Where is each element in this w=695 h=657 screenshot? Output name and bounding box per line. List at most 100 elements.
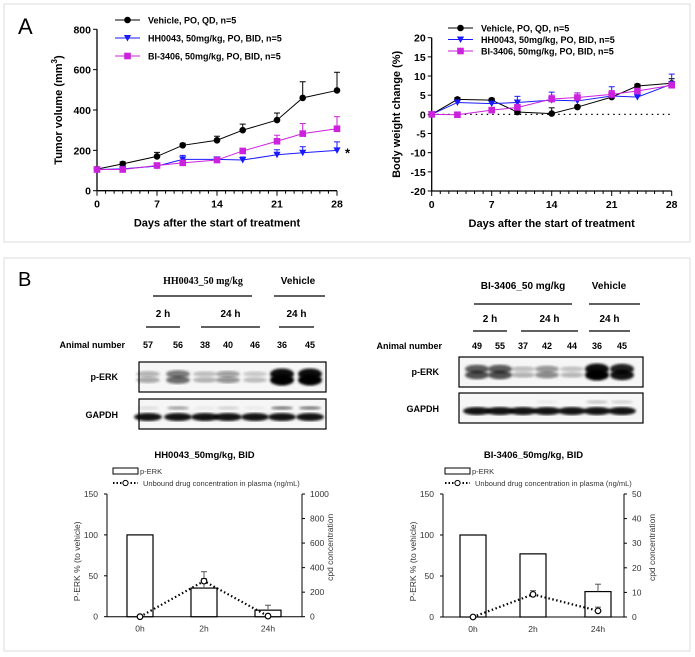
marker-square — [93, 166, 101, 173]
series-0: Vehicle, PO, QD, n=5 — [93, 16, 341, 173]
legend-label: HH0043, 50mg/kg, PO, BID, n=5 — [481, 35, 615, 45]
significance-annotation: * — [345, 145, 351, 160]
legend-label: HH0043, 50mg/kg, PO, BID, n=5 — [148, 34, 282, 44]
p-erk-band — [136, 371, 160, 377]
gapdh-band — [191, 413, 219, 421]
panel-b-frame — [3, 257, 691, 652]
gapdh-upper-band — [194, 406, 216, 410]
p-erk-band — [610, 369, 634, 381]
marker-square — [668, 81, 675, 89]
y-tick-label: -20 — [411, 186, 426, 198]
y-tick-label: 10 — [414, 71, 426, 83]
animal-number: 56 — [173, 340, 183, 350]
p-erk-band — [216, 376, 240, 384]
bar — [519, 553, 547, 618]
y-tick-label: 800 — [73, 24, 91, 36]
gapdh-band — [608, 407, 636, 415]
x-tick-label: 2h — [199, 624, 209, 634]
marker-square — [299, 130, 307, 137]
legend-label: BI-3406, 50mg/kg, PO, BID, n=5 — [481, 47, 614, 57]
marker-square — [488, 106, 495, 114]
x-tick-label: 0 — [429, 199, 435, 211]
marker-circle — [213, 136, 221, 144]
p-erk-band — [193, 377, 217, 383]
gapdh-band — [134, 413, 162, 421]
y2-tick-label: 600 — [310, 538, 324, 548]
gapdh-upper-band — [271, 406, 293, 410]
legend-label: Vehicle, PO, QD, n=5 — [481, 24, 569, 34]
y2-tick-label: 200 — [310, 587, 324, 597]
marker-circle — [457, 24, 464, 32]
gapdh-band — [533, 407, 561, 415]
gapdh-upper-band — [586, 400, 608, 404]
marker-square — [179, 159, 187, 167]
gapdh-upper-band — [217, 406, 239, 410]
western-blot-0: HH0043_50 mg/kg Vehicle 2 h 24 h 24 h Animal … — [59, 276, 327, 430]
y-tick-label: -15 — [411, 167, 426, 179]
y-tick-label: 5 — [420, 90, 426, 102]
animal-number: 38 — [200, 340, 210, 350]
gapdh-band — [296, 413, 324, 421]
row-label-gapdh: GAPDH — [406, 404, 439, 414]
concentration-point — [264, 612, 272, 620]
p-erk-band — [560, 366, 584, 372]
animal-number: 40 — [223, 340, 233, 350]
bar-chart-2: HH0043_50mg/kg, BID 0 50 100 150 0 200 400 600 80… — [72, 450, 335, 634]
p-erk-band — [535, 371, 559, 379]
gapdh-band — [486, 407, 514, 415]
time-24h-header: 24 h — [539, 314, 559, 325]
gapdh-band — [241, 413, 269, 421]
chart-title: HH0043_50mg/kg, BID — [154, 450, 254, 461]
legend-bar-swatch — [444, 467, 471, 475]
marker-triangle — [453, 99, 462, 106]
y-tick-label: -5 — [416, 129, 425, 141]
y-tick-label: 20 — [414, 33, 426, 45]
gapdh-upper-band — [137, 406, 159, 410]
p-erk-band — [298, 374, 322, 386]
gapdh-band — [214, 413, 242, 421]
p-erk-band — [560, 372, 584, 378]
p-erk-band — [511, 366, 535, 372]
y-tick-label: 150 — [420, 489, 434, 499]
gapdh-band — [509, 407, 537, 415]
animal-number-label: Animal number — [59, 340, 125, 350]
y-tick-label: 15 — [414, 52, 426, 64]
y-tick-label: 50 — [89, 571, 99, 581]
y-axis-label: Tumor volume (mm3) — [50, 55, 65, 165]
p-erk-band — [136, 377, 160, 383]
marker-square — [548, 95, 555, 103]
row-label-p-erk: p-ERK — [412, 367, 440, 377]
concentration-point — [136, 613, 144, 621]
gapdh-upper-band — [561, 400, 583, 404]
y2-tick-label: 40 — [632, 514, 642, 524]
y-tick-label: 600 — [73, 65, 91, 77]
gapdh-upper-band — [167, 406, 189, 410]
marker-circle — [124, 16, 131, 24]
marker-circle — [239, 126, 247, 134]
drug-header: HH0043_50 mg/kg — [163, 276, 243, 287]
p-erk-band — [243, 371, 267, 377]
marker-triangle — [488, 100, 496, 108]
legend-bar-swatch — [112, 467, 139, 475]
gapdh-upper-band — [299, 406, 321, 410]
concentration-point — [200, 577, 208, 585]
marker-square — [457, 47, 464, 55]
marker-triangle — [123, 35, 132, 42]
gapdh-band — [463, 407, 491, 415]
bar — [126, 534, 154, 618]
marker-triangle — [513, 99, 522, 106]
y2-tick-label: 30 — [632, 538, 642, 548]
vehicle-time-header: 24 h — [286, 309, 306, 320]
gapdh-band — [583, 407, 611, 415]
x-tick-label: 24h — [261, 624, 275, 634]
y-tick-label: 200 — [73, 145, 91, 157]
marker-circle — [119, 160, 127, 168]
y-tick-label: 50 — [425, 571, 435, 581]
bar — [459, 534, 487, 618]
animal-number-label: Animal number — [376, 341, 442, 351]
legend-label: Unbound drug concentration in plasma (ng… — [143, 479, 300, 488]
p-erk-band — [465, 364, 489, 374]
x-tick-label: 28 — [331, 199, 343, 211]
bar-chart-3: BI-3406_50mg/kg, BID 0 50 100 150 0 10 20 30 40 50… — [408, 450, 657, 634]
